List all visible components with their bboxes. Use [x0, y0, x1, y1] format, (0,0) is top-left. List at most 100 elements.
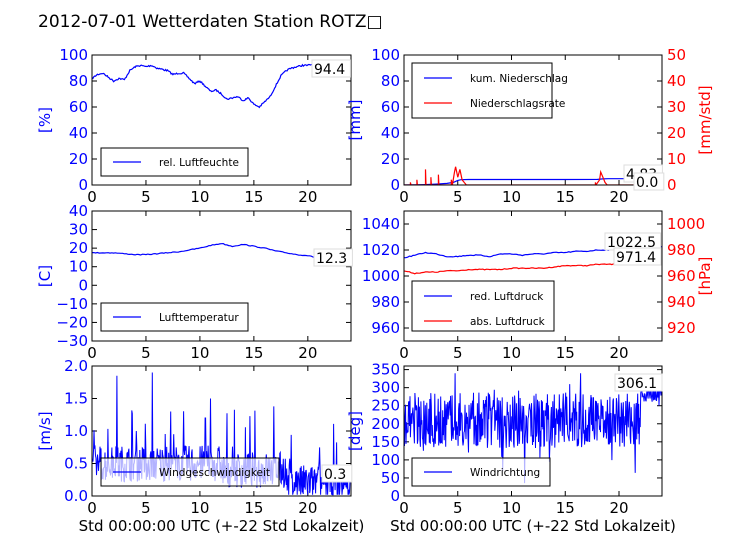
- y-tick-label: 20: [381, 150, 400, 168]
- y-tick-label: 40: [69, 124, 88, 142]
- x-tick-label: 5: [141, 499, 151, 517]
- y-axis-label: [%]: [36, 107, 54, 133]
- series-line-2: [404, 166, 662, 185]
- x-tick-label: 0: [87, 188, 97, 206]
- y-tick-label: 1020: [362, 241, 400, 259]
- y-tick-label: 250: [371, 397, 400, 415]
- x-tick-label: 10: [502, 344, 521, 362]
- y-tick-label: 20: [69, 239, 88, 257]
- series-group: [92, 61, 351, 109]
- x-tick-label: 15: [244, 188, 263, 206]
- y2-tick-label: 0: [667, 176, 677, 194]
- y-tick-label: 1040: [362, 215, 400, 233]
- legend: kum. Niederschlag Niederschlagsrate: [411, 62, 568, 119]
- series-line-1: [404, 373, 662, 484]
- y-axis-label: [deg]: [346, 411, 364, 451]
- y-axis-label: [mm]: [346, 100, 364, 141]
- panel-5: 0 5 10 15 20 0.0 0.5 1.0 1.5 2.0 [m/s] Std 00:00:00…: [36, 357, 364, 535]
- y-tick-label: 60: [381, 98, 400, 116]
- x-tick-label: 15: [244, 344, 263, 362]
- x-tick-label: 15: [556, 499, 575, 517]
- current-value: 12.3: [316, 251, 347, 267]
- y-tick-label: 0: [78, 276, 88, 294]
- x-tick-label: 10: [502, 499, 521, 517]
- x-tick-label: 0: [87, 344, 97, 362]
- y2-tick-label: 50: [667, 46, 686, 64]
- legend: Lufttemperatur: [100, 302, 249, 332]
- y2-tick-label: 30: [667, 98, 686, 116]
- y-tick-label: 300: [371, 379, 400, 397]
- legend: red. Luftdruck abs. Luftdruck: [411, 280, 555, 332]
- series-group: [404, 373, 662, 484]
- value-box: [633, 172, 665, 191]
- y-tick-label: 980: [371, 293, 400, 311]
- x-tick-label: 20: [298, 344, 317, 362]
- y2-tick-label: 960: [667, 267, 696, 285]
- y2-tick-label: 40: [667, 72, 686, 90]
- series-line-1: [404, 178, 662, 185]
- y-tick-label: 80: [69, 72, 88, 90]
- legend-label: abs. Luftdruck: [470, 316, 546, 328]
- y-tick-label: 30: [69, 221, 88, 239]
- y-tick-label: −10: [56, 295, 88, 313]
- axes-frame: [403, 54, 663, 186]
- y-tick-label: 80: [381, 72, 400, 90]
- value-box: [313, 248, 353, 267]
- y-tick-label: 100: [59, 46, 88, 64]
- value-box: [311, 59, 351, 78]
- panel-4: 0 5 10 15 20 960 980 1000 1020 1040 920 940 960 980 10…: [362, 210, 714, 362]
- x-tick-label: 5: [453, 188, 463, 206]
- legend-label: rel. Luftfeuchte: [159, 157, 239, 169]
- x-tick-label: 10: [190, 188, 209, 206]
- x-tick-label: 0: [399, 188, 409, 206]
- current-value: 0.3: [324, 467, 346, 483]
- value-box: [321, 464, 353, 483]
- y-tick-label: −20: [56, 313, 88, 331]
- y-tick-label: 0: [390, 176, 400, 194]
- y2-tick-label: 1000: [667, 215, 705, 233]
- y2-tick-label: 10: [667, 150, 686, 168]
- panel-2: 0 5 10 15 20 0 20 40 60 80 100 0 10 20 30 40 50 [mm] [mm/s…: [346, 46, 714, 206]
- legend-label: Windgeschwindigkeit: [159, 467, 270, 479]
- legend-label: Niederschlagsrate: [470, 98, 565, 110]
- y-tick-label: 350: [371, 361, 400, 379]
- axes-frame: [403, 365, 663, 497]
- y2-tick-label: 920: [667, 319, 696, 337]
- y-axis-label: [C]: [36, 265, 54, 287]
- current-value: 94.4: [314, 62, 345, 78]
- y-tick-label: 50: [381, 469, 400, 487]
- y2-tick-label: 940: [667, 293, 696, 311]
- y-tick-label: 40: [381, 124, 400, 142]
- x-axis-label: Std 00:00:00 UTC (+-22 Std Lokalzeit): [390, 517, 676, 535]
- y-tick-label: 0.0: [64, 487, 88, 505]
- y-tick-label: 1.0: [64, 422, 88, 440]
- x-tick-label: 5: [453, 499, 463, 517]
- y-tick-label: 2.0: [64, 357, 88, 375]
- current-value: 971.4: [616, 250, 656, 266]
- legend: Windgeschwindigkeit: [100, 457, 280, 487]
- x-tick-label: 20: [609, 499, 628, 517]
- legend-label: Lufttemperatur: [159, 312, 239, 324]
- y2-tick-label: 980: [667, 241, 696, 259]
- x-tick-label: 5: [453, 344, 463, 362]
- axes-frame: [91, 54, 352, 186]
- x-tick-label: 10: [190, 344, 209, 362]
- x-tick-label: 5: [141, 188, 151, 206]
- y-tick-label: 100: [371, 46, 400, 64]
- x-tick-label: 10: [502, 188, 521, 206]
- x-tick-label: 0: [399, 499, 409, 517]
- x-tick-label: 0: [87, 499, 97, 517]
- panel-1: 0 5 10 15 20 0 20 40 60 80 100 [%] rel. Luftfeuchte 9…: [36, 46, 352, 206]
- panel-3: 0 5 10 15 20−30−20−10010203040[C]Lufttempera…: [36, 202, 353, 362]
- legend-label: Windrichtung: [470, 467, 540, 479]
- y-tick-label: 960: [371, 319, 400, 337]
- legend-frame: [411, 280, 555, 332]
- y-tick-label: 20: [69, 150, 88, 168]
- legend: Windrichtung: [411, 457, 551, 487]
- series-line-1: [92, 242, 351, 263]
- y2-axis-label: [hPa]: [696, 257, 714, 296]
- y-tick-label: 200: [371, 415, 400, 433]
